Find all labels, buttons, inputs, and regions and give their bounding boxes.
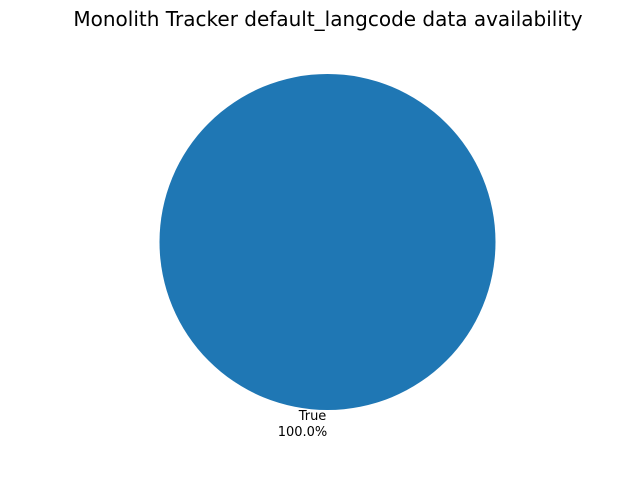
slice-percent-label: 100.0% xyxy=(278,425,328,440)
pie-slice-true xyxy=(159,74,496,410)
slice-label: True xyxy=(298,409,327,424)
chart-title: Monolith Tracker default_langcode data a… xyxy=(73,7,582,31)
